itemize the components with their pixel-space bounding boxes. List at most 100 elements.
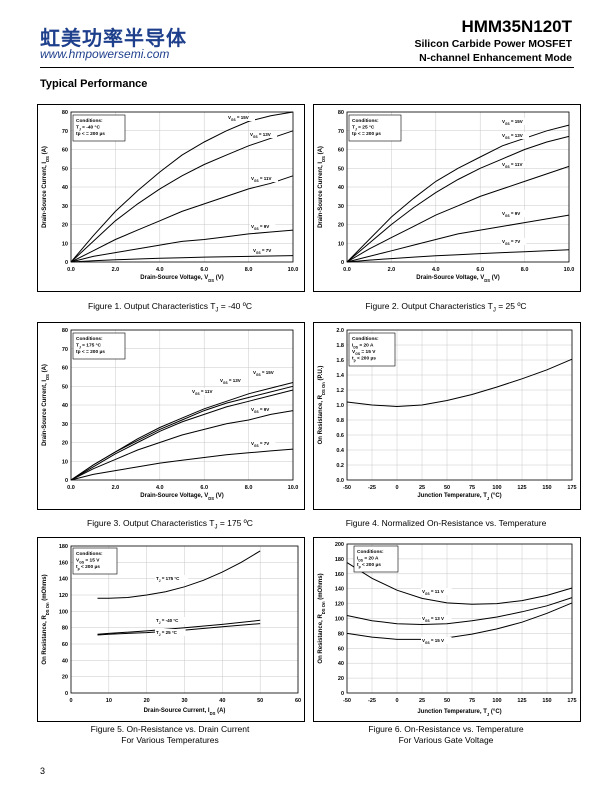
x-tick-label: 50: [444, 485, 450, 491]
y-tick-label: 0: [341, 691, 344, 697]
x-tick-label: 75: [469, 698, 475, 704]
series-label-bg: [421, 637, 452, 644]
x-tick-label: -25: [368, 698, 376, 704]
page-number: 3: [40, 766, 46, 776]
x-tick-label: 100: [492, 485, 501, 491]
series-label: TJ = 25 °C: [156, 630, 178, 637]
y-tick-label: 0.8: [336, 418, 344, 424]
series-label-bg: [249, 131, 277, 138]
x-axis-label: Drain-Source Voltage, VDS (V): [140, 493, 223, 501]
series-label-bg: [155, 617, 189, 624]
y-axis-label: Drain-Source Current, IDS (A): [42, 146, 50, 228]
y-tick-label: 1.0: [336, 403, 344, 409]
series-label-bg: [501, 210, 527, 217]
series-line: [70, 175, 294, 263]
y-tick-label: 1.8: [336, 343, 344, 349]
x-tick-label: -50: [343, 485, 351, 491]
product-mode: N-channel Enhancement Mode: [419, 52, 572, 64]
y-tick-label: 0: [65, 260, 68, 266]
y-axis-label: Drain-Source Current, IDS (A): [318, 146, 326, 228]
x-tick-label: 25: [419, 485, 425, 491]
x-tick-label: 2.0: [388, 267, 396, 273]
figure-1-panel: 0 10 20 30 40 50 60 70 80 0.0 2.0 4.0 6.0 8.0 10.0 Drai…: [37, 104, 305, 292]
x-tick-label: 6.0: [200, 267, 208, 273]
conditions-line: VGS = 15 V: [352, 349, 376, 356]
x-tick-label: -25: [368, 485, 376, 491]
x-tick-label: 175: [567, 485, 576, 491]
x-tick-label: 0: [69, 698, 72, 704]
series-label: VGS = 13V: [250, 132, 271, 139]
y-tick-label: 200: [335, 542, 344, 548]
series-label-bg: [250, 440, 276, 447]
x-tick-label: 8.0: [521, 267, 529, 273]
y-tick-label: 50: [62, 166, 68, 172]
conditions-title: Conditions:: [352, 118, 379, 124]
figure-3-chart: 0 10 20 30 40 50 60 70 80 0.0 2.0 4.0 6.0 8.0 10.0 Drai…: [42, 328, 298, 501]
series-line: [70, 385, 294, 481]
x-tick-label: 30: [181, 698, 187, 704]
conditions-title: Conditions:: [357, 549, 384, 555]
figure-1-caption: Figure 1. Output Characteristics TJ = -4…: [88, 301, 252, 314]
figure-4-panel: 0.0 0.2 0.4 0.6 0.8 1.0 1.2 1.4 1.6 1.8 2.0 -50 -25 0…: [313, 322, 581, 510]
y-tick-label: 40: [62, 658, 68, 664]
series-label: VGS = 15V: [228, 115, 249, 122]
conditions-line: VGS = 15 V: [76, 558, 100, 565]
header-divider: [40, 67, 574, 68]
series-line: [70, 255, 294, 263]
series-line: [70, 382, 294, 481]
x-axis-label: Junction Temperature, TJ (°C): [417, 493, 501, 501]
y-tick-label: 120: [335, 602, 344, 608]
y-axis-label: On Resistance, RDS On (mOhms): [318, 573, 326, 663]
x-tick-label: 60: [295, 698, 301, 704]
y-tick-label: 160: [59, 560, 68, 566]
y-tick-label: 0.4: [336, 448, 345, 454]
series-label: VGS = 9V: [251, 407, 269, 414]
x-tick-label: -50: [343, 698, 351, 704]
series-line: [70, 130, 294, 263]
figure-2-panel: 0 10 20 30 40 50 60 70 80 0.0 2.0 4.0 6.0 8.0 10.0 Drai…: [313, 104, 581, 292]
y-tick-label: 50: [338, 166, 344, 172]
conditions-box: [353, 545, 399, 573]
x-axis-label: Drain-Source Voltage, VDS (V): [416, 275, 499, 283]
y-tick-label: 0.2: [336, 463, 344, 469]
conditions-line: IDS = 20 A: [352, 343, 374, 350]
conditions-title: Conditions:: [352, 336, 379, 342]
series-label-bg: [252, 247, 278, 254]
x-tick-label: 50: [257, 698, 263, 704]
series-line: [346, 214, 570, 263]
conditions-line: tp < = 200 µs: [352, 131, 381, 137]
y-tick-label: 100: [335, 617, 344, 623]
y-tick-label: 180: [59, 544, 68, 550]
y-tick-label: 1.6: [336, 358, 344, 364]
series-label-bg: [501, 132, 529, 139]
y-tick-label: 60: [62, 642, 68, 648]
y-tick-label: 0: [65, 478, 68, 484]
series-line: [97, 550, 261, 599]
x-tick-label: 0.0: [343, 267, 351, 273]
y-tick-label: 20: [338, 676, 344, 682]
y-axis-label: On Resistance, RDS On (P.U.): [318, 366, 326, 445]
y-tick-label: 0.0: [336, 478, 344, 484]
x-axis-label: Drain-Source Current, IDS (A): [144, 708, 226, 716]
conditions-line: IDS = 20 A: [357, 556, 379, 563]
series-label: VGS = 11 V: [422, 589, 444, 596]
series-label-bg: [250, 223, 276, 230]
figure-4-chart: 0.0 0.2 0.4 0.6 0.8 1.0 1.2 1.4 1.6 1.8 2.0 -50 -25 0…: [318, 328, 577, 501]
series-label: VGS = 9V: [502, 211, 520, 218]
y-tick-label: 140: [335, 587, 344, 593]
plot-area: [346, 543, 573, 694]
series-line: [346, 249, 570, 263]
x-tick-label: 0.0: [67, 485, 75, 491]
y-tick-label: 0: [65, 691, 68, 697]
x-tick-label: 150: [542, 485, 551, 491]
y-tick-label: 0.6: [336, 433, 344, 439]
y-tick-label: 20: [62, 223, 68, 229]
series-label: VGS = 13V: [220, 378, 241, 385]
series-label: VGS = 11V: [192, 389, 212, 396]
conditions-title: Conditions:: [76, 118, 103, 124]
y-axis-label: On Resistance, RDS On (mOhms): [42, 574, 50, 664]
series-line: [70, 410, 294, 481]
y-axis-label: Drain-Source Current, IDS (A): [42, 364, 50, 446]
figure-3-panel: 0 10 20 30 40 50 60 70 80 0.0 2.0 4.0 6.0 8.0 10.0 Drai…: [37, 322, 305, 510]
y-tick-label: 100: [59, 609, 68, 615]
